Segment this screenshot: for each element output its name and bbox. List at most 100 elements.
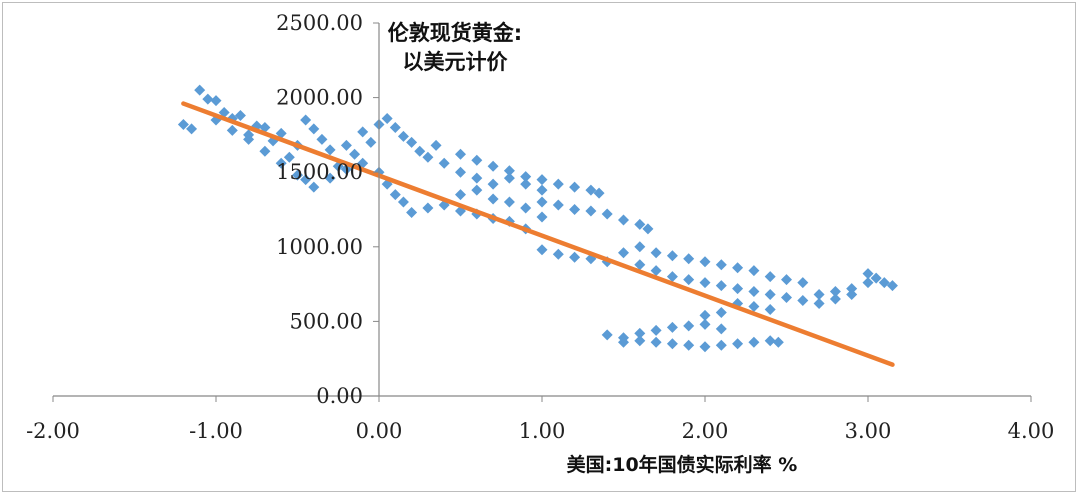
y-axis-title: 以美元计价 xyxy=(403,50,509,74)
data-point xyxy=(259,145,271,157)
data-point xyxy=(699,341,711,353)
y-tick-label: 2500.00 xyxy=(276,11,363,35)
data-point xyxy=(430,139,442,151)
data-point xyxy=(438,157,450,169)
data-point xyxy=(683,339,695,351)
data-point xyxy=(300,114,312,126)
data-point xyxy=(699,318,711,330)
data-point xyxy=(618,247,629,259)
data-point xyxy=(275,157,287,169)
data-point xyxy=(715,280,727,292)
data-point xyxy=(650,247,662,259)
data-point xyxy=(666,250,678,262)
data-point xyxy=(177,118,189,130)
data-point xyxy=(715,339,727,351)
data-point xyxy=(520,178,532,190)
data-point xyxy=(634,259,646,271)
data-point xyxy=(666,271,678,283)
data-point xyxy=(585,205,597,217)
data-point xyxy=(536,196,548,208)
data-point xyxy=(683,253,695,265)
data-point xyxy=(870,272,882,284)
data-point xyxy=(308,123,320,135)
data-point xyxy=(389,189,401,201)
data-point xyxy=(275,127,287,139)
data-point xyxy=(650,324,662,336)
data-point xyxy=(772,336,784,348)
data-point xyxy=(683,320,695,332)
data-point xyxy=(748,336,760,348)
x-tick-label: 2.00 xyxy=(682,419,729,443)
data-point xyxy=(601,329,613,341)
data-point xyxy=(634,241,646,253)
data-point xyxy=(406,136,418,148)
data-point xyxy=(226,124,238,136)
data-point xyxy=(194,84,206,96)
data-point xyxy=(471,154,483,166)
data-point xyxy=(243,133,255,145)
data-point xyxy=(397,130,409,142)
data-point xyxy=(536,174,548,186)
data-point xyxy=(781,292,792,304)
data-point xyxy=(186,123,198,135)
data-point xyxy=(569,204,581,215)
data-point xyxy=(650,265,662,277)
x-tick-label: 3.00 xyxy=(845,419,892,443)
data-point xyxy=(308,181,320,193)
data-point xyxy=(585,184,597,196)
data-point xyxy=(666,321,678,333)
data-point xyxy=(846,283,858,295)
x-tick-label: -1.00 xyxy=(189,419,243,443)
data-point xyxy=(406,206,418,218)
data-point xyxy=(829,286,841,298)
data-point xyxy=(715,259,727,271)
data-point xyxy=(642,223,654,235)
data-point xyxy=(846,289,858,301)
x-axis-title: 美国:10年国债实际利率 % xyxy=(567,453,798,476)
data-point xyxy=(829,293,841,305)
data-point xyxy=(601,208,613,220)
data-point xyxy=(618,214,629,226)
data-point xyxy=(813,297,825,309)
data-point xyxy=(781,274,792,286)
trendline-layer xyxy=(181,101,895,367)
tick-labels: -2.00 -1.00 0.00 1.00 2.00 3.00 4.00 0.00 500.00… xyxy=(26,11,1054,443)
data-point xyxy=(487,193,499,205)
data-point xyxy=(862,277,874,289)
data-point xyxy=(520,171,532,183)
data-point xyxy=(397,196,409,208)
y-tick-label: 1000.00 xyxy=(276,235,363,259)
data-point xyxy=(618,336,629,348)
data-point xyxy=(324,144,336,156)
data-point xyxy=(813,289,825,301)
trendline xyxy=(181,101,895,367)
data-point xyxy=(764,289,776,301)
data-point xyxy=(552,178,564,190)
data-point xyxy=(552,199,564,211)
data-point xyxy=(862,268,874,280)
data-point xyxy=(300,174,312,186)
data-point xyxy=(487,178,499,190)
data-point xyxy=(503,196,515,208)
data-point xyxy=(340,139,352,151)
data-point xyxy=(886,280,898,292)
y-tick-label: 1500.00 xyxy=(276,160,363,184)
data-point xyxy=(210,95,222,107)
y-tick-label: 2000.00 xyxy=(276,86,363,110)
data-points xyxy=(177,84,898,353)
data-point xyxy=(569,181,581,193)
data-point xyxy=(536,184,548,196)
data-point xyxy=(349,148,361,160)
data-point xyxy=(292,169,303,181)
data-point xyxy=(797,277,809,289)
data-point xyxy=(503,165,515,177)
data-point xyxy=(634,218,646,230)
data-point xyxy=(552,248,564,260)
data-point xyxy=(414,145,426,157)
axes xyxy=(52,22,1032,402)
data-point xyxy=(357,126,369,138)
data-point xyxy=(878,277,890,289)
data-point xyxy=(455,189,466,201)
